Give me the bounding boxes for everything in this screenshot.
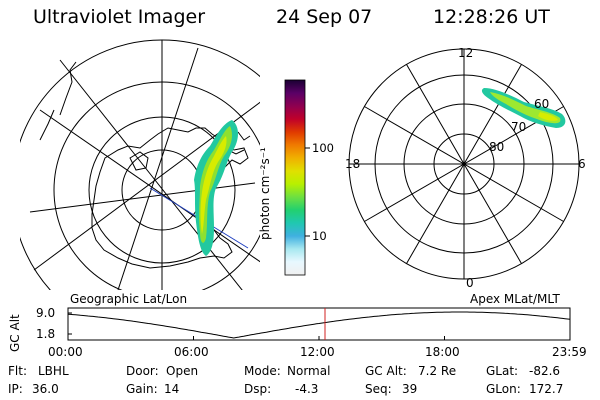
status-door-value: Open bbox=[166, 364, 199, 378]
status-gcalt-value: 7.2 Re bbox=[418, 364, 457, 378]
status-flt-key: Flt: bbox=[8, 364, 27, 378]
status-gain-key: Gain: bbox=[126, 382, 158, 396]
mlt-label-6: 6 bbox=[578, 157, 586, 171]
status-glat-key: GLat: bbox=[486, 364, 519, 378]
right-panel-caption: Apex MLat/MLT bbox=[470, 292, 560, 306]
mlat-label-60: 60 bbox=[534, 97, 550, 111]
altitude-xtick-2359: 23:59 bbox=[552, 345, 587, 359]
altitude-xtick-0000: 00:00 bbox=[48, 345, 83, 359]
status-glon-value: 172.7 bbox=[529, 382, 564, 396]
time-label: 12:28:26 UT bbox=[433, 6, 550, 28]
altitude-xtick-0600: 06:00 bbox=[174, 345, 209, 359]
aurora-left bbox=[194, 120, 238, 256]
status-door-key: Door: bbox=[126, 364, 159, 378]
mlat-mlt-grid bbox=[348, 48, 580, 280]
colorbar-tick-10: 10 bbox=[312, 229, 327, 243]
colorbar-unit-label: photon cm⁻²s⁻¹ bbox=[258, 147, 272, 240]
colorbar-tick-100: 100 bbox=[312, 141, 334, 155]
altitude-ytick-9: 9.0 bbox=[36, 306, 56, 320]
mlat-label-70: 70 bbox=[511, 120, 527, 134]
status-gcalt-key: GC Alt: bbox=[365, 364, 407, 378]
status-flt-value: LBHL bbox=[38, 364, 69, 378]
status-gain-value: 14 bbox=[164, 382, 180, 396]
status-seq-key: Seq: bbox=[365, 382, 392, 396]
left-panel-caption: Geographic Lat/Lon bbox=[70, 292, 188, 306]
altitude-ytick-1-8: 1.8 bbox=[36, 327, 56, 341]
mlt-label-18: 18 bbox=[345, 157, 361, 171]
mlat-label-80: 80 bbox=[489, 140, 505, 154]
aurora-right bbox=[481, 88, 566, 128]
status-glon-key: GLon: bbox=[486, 382, 521, 396]
status-seq-value: 39 bbox=[402, 382, 418, 396]
status-ip-value: 36.0 bbox=[32, 382, 59, 396]
altitude-plot bbox=[67, 307, 571, 341]
app-title: Ultraviolet Imager bbox=[33, 6, 206, 28]
status-dsp-key: Dsp: bbox=[244, 382, 272, 396]
status-mode-value: Normal bbox=[287, 364, 331, 378]
mlt-label-0: 0 bbox=[466, 276, 474, 290]
geographic-map bbox=[20, 39, 260, 290]
date-label: 24 Sep 07 bbox=[276, 6, 373, 28]
altitude-ylabel: GC Alt bbox=[8, 314, 22, 352]
status-glat-value: -82.6 bbox=[529, 364, 561, 378]
status-ip-key: IP: bbox=[8, 382, 23, 396]
status-mode-key: Mode: bbox=[244, 364, 281, 378]
altitude-xtick-1800: 18:00 bbox=[425, 345, 460, 359]
colorbar bbox=[284, 79, 310, 276]
mlt-label-12: 12 bbox=[458, 46, 474, 60]
altitude-xtick-1200: 12:00 bbox=[300, 345, 335, 359]
status-dsp-value: -4.3 bbox=[295, 382, 319, 396]
